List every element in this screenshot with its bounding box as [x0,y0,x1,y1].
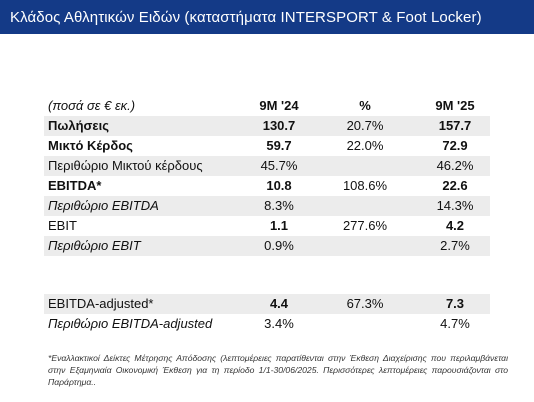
value-9m24: 10.8 [266,178,292,193]
table-header-row: (ποσά σε € εκ.) 9M '24 % 9M '25 [44,96,490,116]
value-9m24: 8.3% [264,198,294,213]
column-header-9m25: 9M '25 [435,98,475,113]
column-header-percent: % [359,98,371,113]
table-row-ebit: EBIT 1.1 277.6% 4.2 [44,216,490,236]
value-9m24: 130.7 [262,118,296,133]
table-row-sales: Πωλήσεις 130.7 20.7% 157.7 [44,116,490,136]
value-9m24: 1.1 [269,218,289,233]
section-title: Κλάδος Αθλητικών Ειδών (καταστήματα INTE… [10,8,482,26]
table-row-ebit-margin: Περιθώριο EBIT 0.9% 2.7% [44,236,490,256]
value-9m25: 7.3 [445,296,465,311]
value-change: 22.0% [346,138,384,153]
value-9m25: 72.9 [442,138,468,153]
value-9m25: 46.2% [436,158,474,173]
units-label: (ποσά σε € εκ.) [48,98,136,113]
value-9m25: 4.7% [440,316,470,331]
value-9m25: 2.7% [440,238,470,253]
table-row-ebitda-margin: Περιθώριο EBITDA 8.3% 14.3% [44,196,490,216]
section-header: Κλάδος Αθλητικών Ειδών (καταστήματα INTE… [0,0,534,34]
value-change: 20.7% [346,118,384,133]
value-9m24: 4.4 [269,296,289,311]
value-9m24: 59.7 [266,138,292,153]
value-9m25: 4.2 [445,218,465,233]
table-row-ebitda-adjusted-margin: Περιθώριο EBITDA-adjusted 3.4% 4.7% [44,314,490,334]
value-9m24: 3.4% [264,316,294,331]
value-9m24: 0.9% [264,238,294,253]
footnote: *Εναλλακτικοί Δείκτες Μέτρησης Απόδοσης … [48,353,508,387]
row-label: Περιθώριο EBITDA [48,198,159,213]
column-header-9m24: 9M '24 [259,98,299,113]
row-label: EBIT [48,218,77,233]
row-label: Μικτό Κέρδος [48,138,133,153]
value-change: 108.6% [342,178,388,193]
row-label: Περιθώριο EBIT [48,238,141,253]
value-change: 67.3% [346,296,384,311]
row-label: Περιθώριο Μικτού κέρδους [48,158,203,173]
table-row-gross-margin: Περιθώριο Μικτού κέρδους 45.7% 46.2% [44,156,490,176]
table-row-ebitda: EBITDA* 10.8 108.6% 22.6 [44,176,490,196]
row-label: EBITDA-adjusted* [48,296,154,311]
value-9m25: 22.6 [442,178,468,193]
table-row-gross-profit: Μικτό Κέρδος 59.7 22.0% 72.9 [44,136,490,156]
row-label: EBITDA* [48,178,102,193]
row-label: Πωλήσεις [48,118,109,133]
financial-table: (ποσά σε € εκ.) 9M '24 % 9M '25 Πωλήσεις… [44,96,490,334]
row-label: Περιθώριο EBITDA-adjusted [48,316,213,331]
value-9m24: 45.7% [260,158,298,173]
value-change: 277.6% [342,218,388,233]
value-9m25: 14.3% [436,198,474,213]
table-spacer [44,256,490,294]
value-9m25: 157.7 [438,118,472,133]
table-row-ebitda-adjusted: EBITDA-adjusted* 4.4 67.3% 7.3 [44,294,490,314]
